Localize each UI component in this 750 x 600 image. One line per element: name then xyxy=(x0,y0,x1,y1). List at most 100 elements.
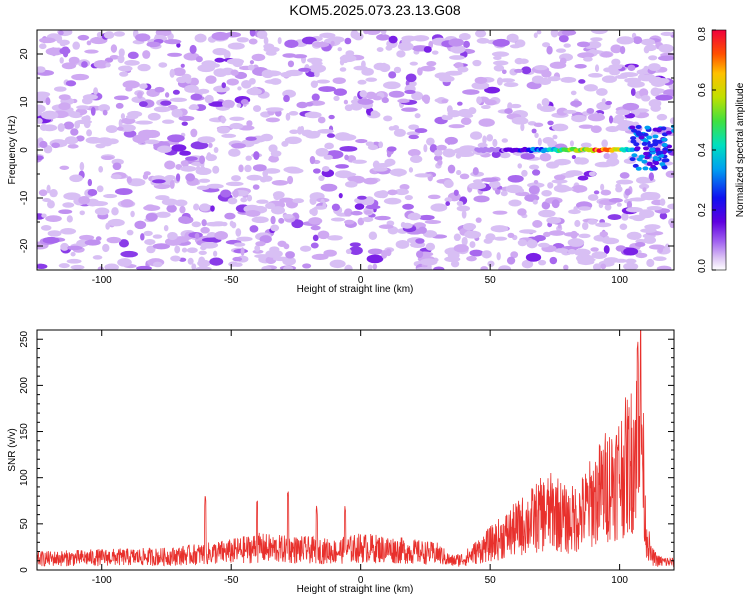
snr-x-axis: -100 -50 0 50 100 xyxy=(92,330,628,586)
spectrogram-cell xyxy=(401,222,413,229)
spectrogram-cell xyxy=(349,242,361,247)
spectrogram-cell xyxy=(576,255,583,262)
spectrogram-cell xyxy=(103,193,118,199)
spectrogram-cell xyxy=(532,220,543,228)
spectrogram-cell xyxy=(447,164,456,174)
spectrogram-cell xyxy=(487,260,495,267)
spectrogram-cell xyxy=(256,199,269,204)
spectrogram-cell xyxy=(310,80,319,88)
spectrogram-cell xyxy=(79,161,85,171)
spectrogram-cell xyxy=(220,116,226,124)
spectrogram-cell xyxy=(231,142,246,149)
signal-cell xyxy=(646,161,653,166)
spectrogram-cell xyxy=(457,66,469,73)
spectrogram-cell xyxy=(486,134,494,142)
spectrogram-cell xyxy=(217,126,231,134)
spectrogram-cell xyxy=(76,135,85,142)
spectrogram-cell xyxy=(166,204,177,213)
spectrogram-cell xyxy=(484,99,497,106)
spectrogram-cell xyxy=(617,120,635,127)
spectrogram-cell xyxy=(376,34,390,41)
spectrogram-cell xyxy=(552,134,558,140)
spectrogram-cell xyxy=(93,87,99,95)
spectrogram-cell xyxy=(430,203,448,212)
spectrogram-cell xyxy=(468,182,487,190)
spectrogram-cell xyxy=(93,59,109,69)
spectrogram-cell xyxy=(157,145,172,153)
spectrogram-cell xyxy=(601,75,618,83)
spectrogram-cell xyxy=(199,203,211,212)
spectrogram-cell xyxy=(507,102,513,111)
spectrogram-cell xyxy=(197,64,216,73)
spectrogram-cell xyxy=(340,54,350,64)
spectrogram-cell xyxy=(208,101,227,107)
spectrogram-cell xyxy=(146,245,156,254)
spectrogram-cell xyxy=(431,50,439,55)
spectrogram-cell xyxy=(519,229,537,234)
spectrogram-cell xyxy=(541,97,550,107)
spectrogram-cell xyxy=(47,230,62,237)
spectrogram-cell xyxy=(145,204,155,210)
spectrogram-cell xyxy=(51,142,60,149)
spectrogram-cell xyxy=(462,113,474,118)
spectrogram-cell xyxy=(620,72,639,78)
spectrogram-cell xyxy=(668,84,674,90)
spectrogram-cell xyxy=(167,231,178,241)
spectrogram-cell xyxy=(106,236,122,244)
spectrogram-cell xyxy=(414,128,428,134)
spectrogram-cell xyxy=(40,224,52,231)
signal-cell xyxy=(638,135,645,140)
spectrogram-cell xyxy=(460,117,472,126)
spectrogram-y-axis-label: Frequency (Hz) xyxy=(7,116,18,185)
spectrogram-cell xyxy=(648,63,661,71)
spectrogram-cell xyxy=(444,136,458,145)
spectrogram-cell xyxy=(114,188,133,195)
spectrogram-cell xyxy=(453,244,469,253)
spectrogram-cell xyxy=(427,194,441,200)
spectrogram-cell xyxy=(381,97,389,104)
spectrogram-cell xyxy=(557,224,562,229)
spectrogram-cell xyxy=(176,42,181,48)
spectrogram-cell xyxy=(510,103,522,109)
spectrogram-cell xyxy=(394,188,409,196)
spectrogram-cell xyxy=(186,247,198,254)
spectrogram-cell xyxy=(188,105,200,111)
spectrogram-cell xyxy=(417,226,427,234)
spectrogram-cell xyxy=(518,58,529,64)
spectrogram-cell xyxy=(270,215,276,225)
spectrogram-cell xyxy=(480,104,491,110)
y-tick-label: 0 xyxy=(19,567,30,573)
spectrogram-cell xyxy=(610,44,622,54)
spectrogram-cell xyxy=(309,155,316,165)
spectrogram-cell xyxy=(320,183,338,192)
spectrogram-cell xyxy=(106,138,119,145)
spectrogram-cell xyxy=(447,109,461,118)
spectrogram-cell xyxy=(338,192,343,199)
spectrogram-cell xyxy=(118,48,125,57)
spectrogram-cell xyxy=(181,121,188,126)
spectrogram-cell xyxy=(459,145,477,153)
spectrogram-cell xyxy=(319,32,336,39)
x-tick-label: 100 xyxy=(611,575,628,586)
spectrogram-cell xyxy=(449,55,465,60)
spectrogram-cell xyxy=(251,216,269,224)
spectrogram-cell xyxy=(629,197,646,202)
spectrogram-cell xyxy=(531,128,537,134)
spectrogram-cell xyxy=(475,30,487,38)
spectrogram-cell xyxy=(289,129,299,134)
spectrogram-cell xyxy=(472,179,484,184)
signal-cell xyxy=(652,139,659,144)
spectrogram-cell xyxy=(660,31,674,37)
spectrogram-cell xyxy=(237,86,242,91)
spectrogram-cell xyxy=(278,217,285,224)
spectrogram-cell xyxy=(120,199,134,208)
spectrogram-cell xyxy=(571,184,588,193)
x-tick-label: 0 xyxy=(358,275,364,286)
spectrogram-cell xyxy=(172,89,180,95)
spectrogram-cell xyxy=(514,68,523,73)
spectrogram-cell xyxy=(118,239,129,248)
spectrogram-cell xyxy=(388,90,405,98)
spectrogram-cell xyxy=(285,112,291,121)
spectrogram-cell xyxy=(407,149,421,157)
spectrogram-cell xyxy=(644,224,661,230)
